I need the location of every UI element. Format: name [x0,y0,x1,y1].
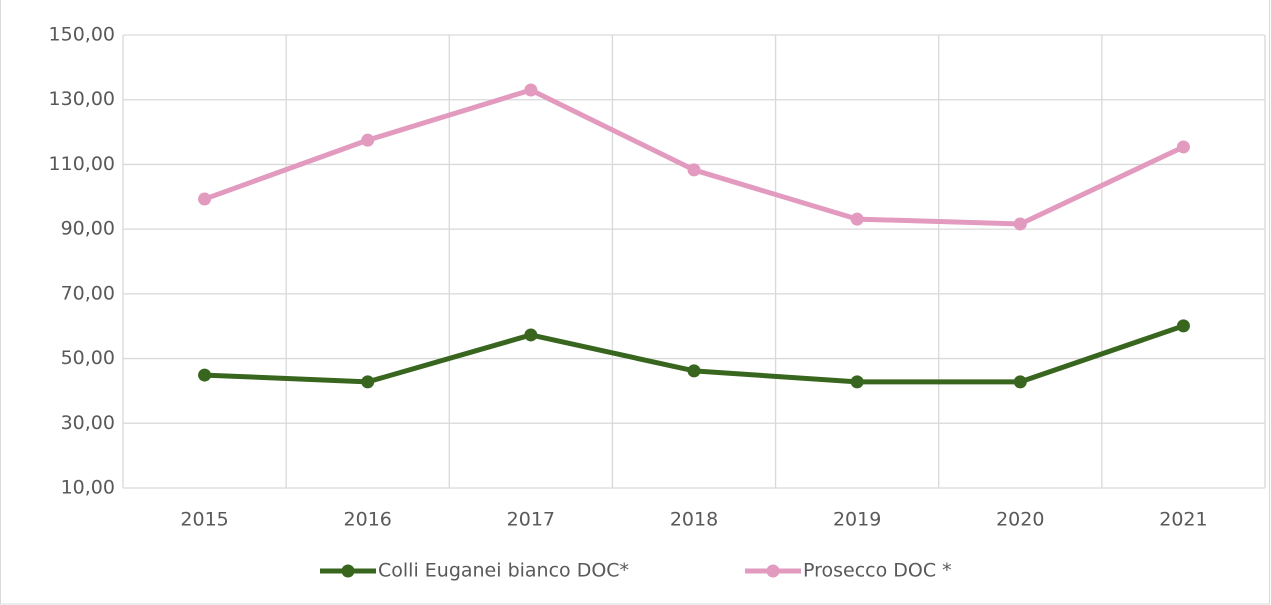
point [361,133,375,147]
point [198,192,212,206]
legend-label: Colli Euganei bianco DOC* [378,560,629,582]
point [361,375,375,389]
x-tick-label: 2020 [996,509,1044,531]
legend-marker [341,564,355,578]
point [687,163,701,177]
point [1013,217,1027,231]
y-tick-label: 50,00 [61,347,115,369]
y-tick-label: 130,00 [49,88,115,110]
legend-label: Prosecco DOC * [803,560,952,582]
y-tick-label: 150,00 [49,24,115,46]
point [1176,319,1190,333]
point [850,212,864,226]
y-tick-label: 10,00 [61,477,115,499]
y-tick-label: 110,00 [49,153,115,175]
x-tick-label: 2015 [180,509,228,531]
series-line [203,87,1185,227]
point [198,368,212,382]
x-tick-label: 2021 [1159,509,1207,531]
legend-marker [766,564,780,578]
x-tick-label: 2016 [344,509,392,531]
point [1013,375,1027,389]
point [850,375,864,389]
x-tick-label: 2018 [670,509,718,531]
x-tick-label: 2017 [507,509,555,531]
y-tick-label: 30,00 [61,412,115,434]
y-tick-label: 90,00 [61,218,115,240]
point [524,328,538,342]
x-tick-label: 2019 [833,509,881,531]
y-tick-label: 70,00 [61,282,115,304]
point [687,364,701,378]
point [524,83,538,97]
point [1176,140,1190,154]
